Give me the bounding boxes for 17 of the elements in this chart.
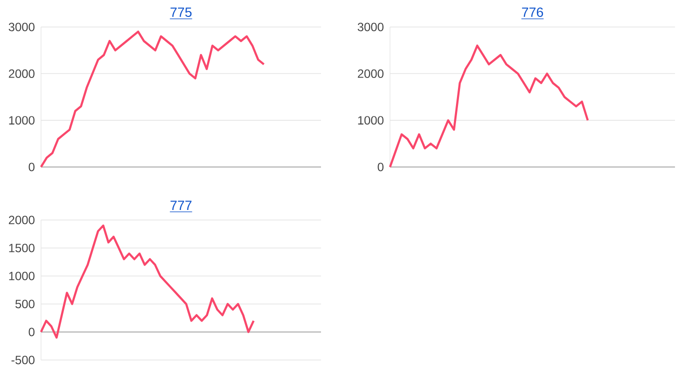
chart-title: 776 bbox=[522, 8, 544, 17]
y-tick-label: 0 bbox=[28, 162, 34, 172]
y-tick-label: 0 bbox=[378, 162, 384, 172]
y-tick-label: 3000 bbox=[8, 22, 34, 32]
y-tick-label: 1500 bbox=[9, 244, 34, 252]
chart-title: 777 bbox=[170, 200, 192, 210]
y-tick-label: 1000 bbox=[358, 116, 384, 125]
y-tick-label: 2000 bbox=[8, 216, 34, 224]
y-tick-label: 1000 bbox=[9, 272, 34, 280]
y-tick-label: 2000 bbox=[358, 69, 384, 78]
y-tick-label: 0 bbox=[28, 328, 34, 336]
chart-title: 775 bbox=[170, 8, 192, 17]
y-tick-label: 2000 bbox=[8, 69, 34, 78]
y-tick-label: 3000 bbox=[358, 22, 384, 32]
y-tick-label: 1000 bbox=[9, 116, 34, 125]
y-tick-label: -500 bbox=[11, 356, 34, 364]
y-tick-label: 500 bbox=[15, 300, 34, 308]
